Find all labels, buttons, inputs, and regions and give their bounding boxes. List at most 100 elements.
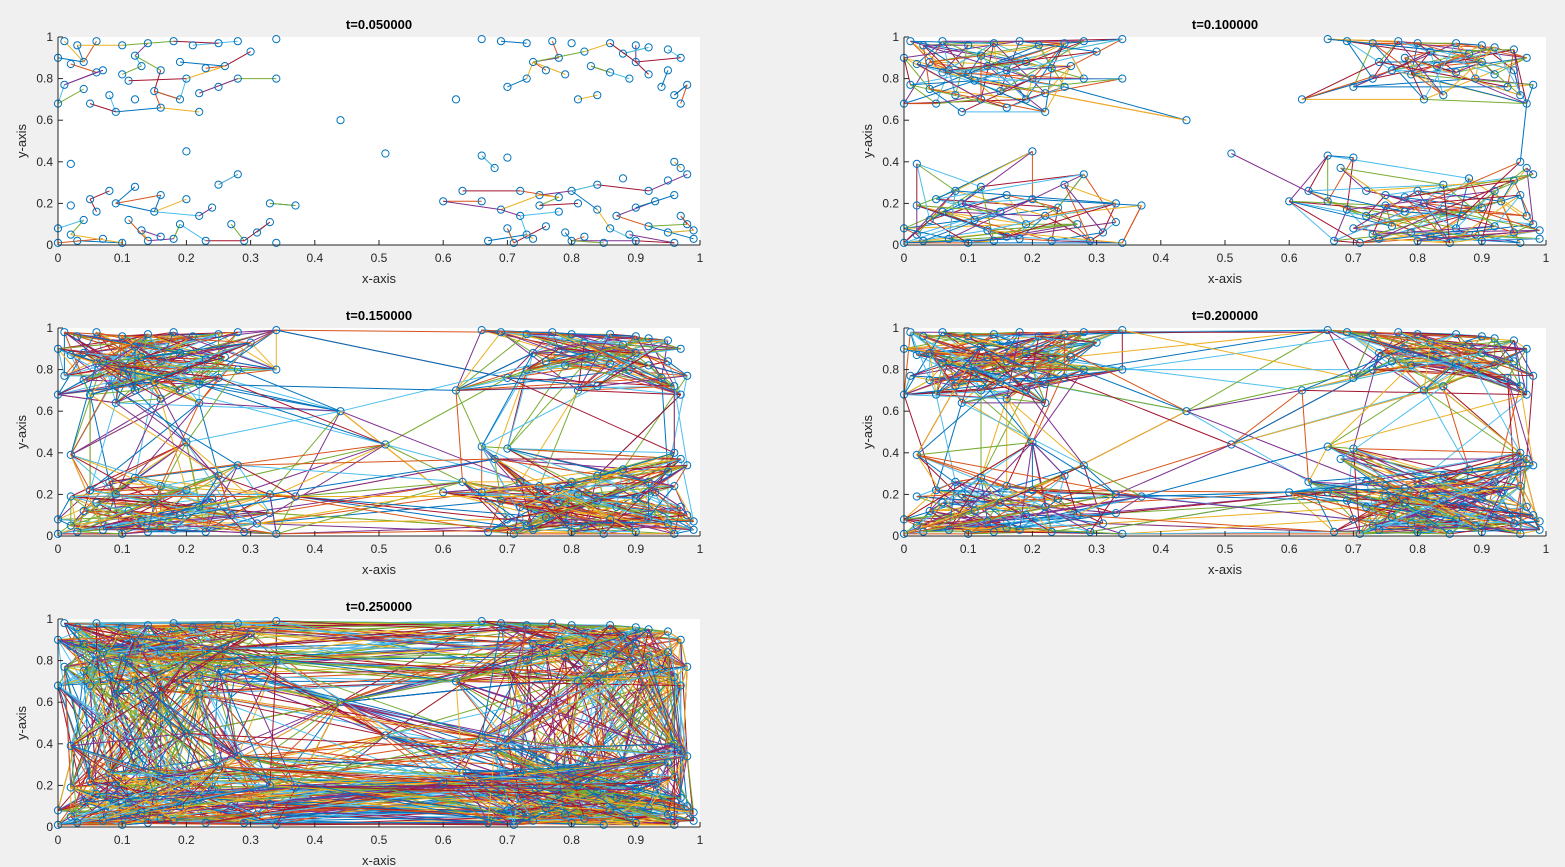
data-point [1028, 74, 1037, 83]
edge-line [1379, 61, 1508, 88]
edge-line [1410, 232, 1418, 242]
data-point [156, 394, 165, 403]
data-point [509, 238, 518, 247]
edge-line [1391, 51, 1431, 71]
edge-line [218, 333, 277, 371]
data-point [1522, 163, 1531, 173]
edge-line [903, 332, 911, 395]
data-point [529, 348, 538, 358]
edge-line [218, 475, 232, 516]
edge-line [1064, 86, 1187, 121]
data-point [66, 159, 75, 169]
edge-line [1070, 38, 1123, 67]
x-tick-label: 0.6 [1281, 251, 1298, 265]
edge-line [577, 389, 681, 396]
subplot-t-0-20: t=0.200000 0 0.1 0.2 0.3 0.4 0.5 0.6 0.7 0.8 0.9 1… [860, 308, 1550, 577]
data-point [1002, 66, 1011, 75]
edge-line [1411, 232, 1476, 236]
data-point [1047, 236, 1056, 245]
data-point [182, 147, 191, 156]
edge-line [507, 377, 675, 454]
edge-line [1006, 86, 1065, 109]
edge-line [269, 493, 514, 535]
edge-line [929, 88, 963, 113]
edge-line [243, 221, 271, 242]
data-point [1015, 234, 1024, 243]
edge-line [910, 84, 937, 105]
node-layer [53, 35, 698, 247]
edge-line [134, 402, 200, 479]
edge-line [269, 202, 296, 206]
edge-line [545, 348, 560, 362]
edge-line [1404, 57, 1444, 96]
data-point [92, 328, 101, 337]
edge-line [109, 335, 194, 387]
x-tick-label: 0.8 [563, 542, 580, 556]
data-point [66, 59, 75, 69]
edge-line [1404, 57, 1521, 96]
data-point [1400, 53, 1409, 62]
y-tick-label: 0.4 [882, 155, 899, 169]
edge-line [635, 194, 675, 209]
data-point [606, 515, 615, 524]
data-point [124, 215, 133, 225]
edge-line [609, 42, 637, 63]
edge-line [70, 454, 117, 495]
data-point [1041, 89, 1050, 98]
edge-line [153, 502, 162, 528]
data-point [573, 95, 583, 104]
edge-line [526, 464, 688, 527]
edge-line [1404, 211, 1534, 225]
data-point [66, 492, 75, 501]
edge-line [1327, 155, 1470, 179]
edge-line [64, 331, 136, 348]
edge-line [141, 230, 149, 242]
data-point [925, 84, 934, 94]
data-point [156, 232, 165, 241]
edge-line [481, 481, 521, 493]
data-point [919, 41, 928, 50]
edge-line [520, 506, 547, 518]
edge-line [1423, 194, 1521, 204]
edge-line [942, 40, 1033, 80]
y-tick-label: 1 [892, 321, 899, 335]
data-point [265, 199, 274, 208]
edge-line [551, 41, 560, 58]
y-tick-label: 0.2 [36, 487, 53, 501]
data-point [477, 326, 486, 335]
x-tick-label: 0.5 [371, 542, 388, 556]
data-point [182, 486, 191, 495]
edge-line [1385, 205, 1527, 217]
edge-line [1404, 196, 1451, 244]
x-tick-labels: 0 0.1 0.2 0.3 0.4 0.5 0.6 0.7 0.8 0.9 1 [55, 542, 704, 556]
data-point [593, 382, 602, 391]
data-point [957, 107, 966, 117]
data-point [618, 174, 628, 183]
data-point [66, 521, 75, 530]
y-tick-label: 0.2 [882, 487, 899, 501]
x-tick-label: 0.4 [306, 251, 323, 265]
y-tick-label: 0.6 [882, 404, 899, 418]
subplot-title: t=0.100000 [1192, 17, 1258, 32]
data-point [516, 502, 525, 511]
edge-line [462, 481, 515, 535]
subplot-t-0-10: t=0.100000 0 0.1 0.2 0.3 0.4 0.5 0.6 0.7 0.8 0.9 1… [860, 17, 1550, 286]
edge-line [455, 377, 662, 391]
data-point [73, 332, 82, 341]
x-axis-label: x-axis [362, 271, 396, 286]
edge-line [961, 78, 1033, 113]
data-point [188, 332, 197, 341]
data-point [130, 386, 140, 395]
edge-line [481, 446, 572, 533]
edge-line [199, 78, 238, 94]
edge-line [122, 364, 277, 371]
edge-line [597, 184, 649, 192]
data-point [220, 62, 229, 71]
edge-line [648, 485, 675, 518]
data-point [214, 82, 223, 92]
data-point [670, 238, 679, 247]
data-point [964, 238, 973, 247]
edge-line [134, 346, 181, 354]
edge-line [929, 55, 982, 63]
edge-line [1481, 190, 1496, 241]
